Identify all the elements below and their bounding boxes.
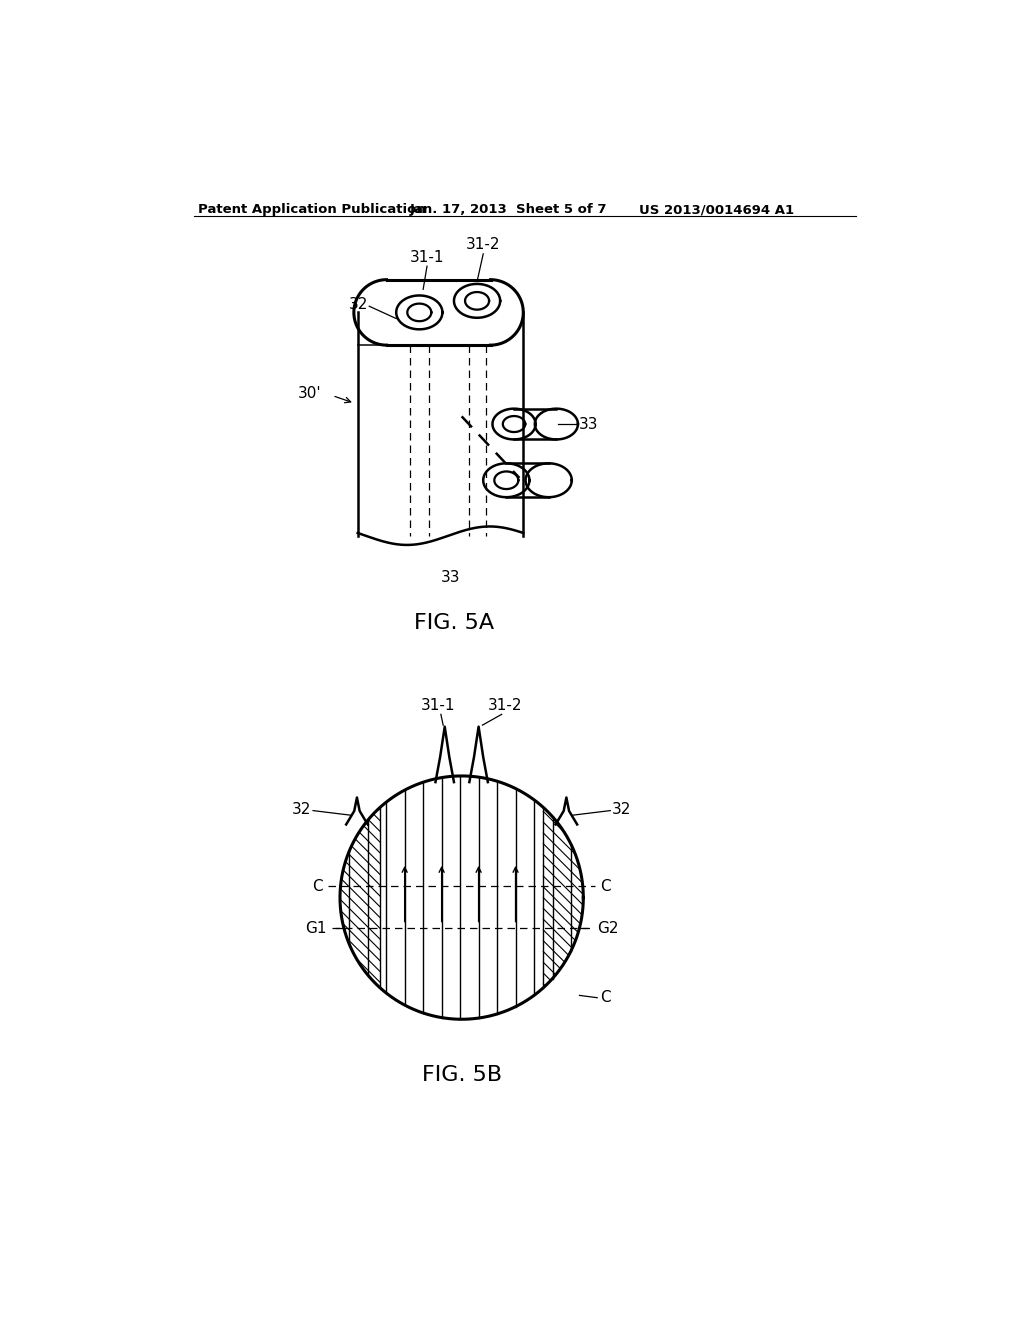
Text: 32: 32 [612, 801, 632, 817]
Text: 33: 33 [579, 417, 598, 432]
Text: G1: G1 [305, 921, 326, 936]
Text: 31-2: 31-2 [466, 238, 501, 252]
Text: C: C [312, 879, 323, 894]
Text: C: C [600, 879, 611, 894]
Text: FIG. 5B: FIG. 5B [422, 1065, 502, 1085]
Text: FIG. 5A: FIG. 5A [414, 612, 494, 632]
Text: 31-1: 31-1 [410, 249, 444, 264]
Text: 30': 30' [298, 385, 322, 401]
Text: 31-2: 31-2 [488, 698, 523, 713]
Text: G2: G2 [597, 921, 618, 936]
Text: 32: 32 [348, 297, 368, 313]
Text: Jan. 17, 2013  Sheet 5 of 7: Jan. 17, 2013 Sheet 5 of 7 [410, 203, 607, 216]
Text: US 2013/0014694 A1: US 2013/0014694 A1 [639, 203, 794, 216]
Text: 31-1: 31-1 [421, 698, 456, 713]
Text: Patent Application Publication: Patent Application Publication [199, 203, 426, 216]
Text: C: C [600, 990, 611, 1006]
Text: 33: 33 [440, 570, 460, 585]
Text: 32: 32 [292, 801, 311, 817]
